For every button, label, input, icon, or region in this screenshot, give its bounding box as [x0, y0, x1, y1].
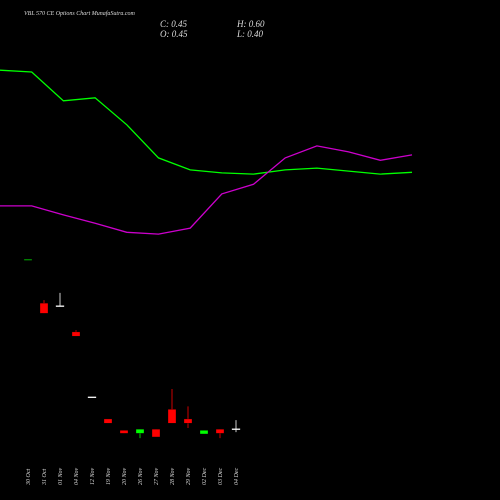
x-tick-label: 28 Nov: [170, 467, 176, 485]
ohlc-label: C: 0.45: [160, 19, 188, 29]
candle-body: [71, 331, 81, 337]
x-tick-label: 04 Nov: [73, 467, 80, 485]
indicator-line: [0, 69, 413, 175]
x-tick-label: 30 Oct: [26, 469, 32, 486]
ohlc-label: H: 0.60: [236, 19, 265, 29]
indicator-line: [0, 145, 413, 235]
candle-body: [183, 418, 193, 424]
candle-body: [87, 396, 97, 399]
candle-body: [199, 430, 209, 435]
candle-body: [135, 429, 145, 434]
x-tick-label: 02 Dec: [202, 468, 208, 485]
candle-body: [55, 305, 65, 307]
candle-body: [23, 259, 33, 261]
x-tick-label: 20 Nov: [122, 467, 128, 485]
candle-body: [39, 302, 49, 314]
candle-body: [151, 429, 161, 438]
x-tick-label: 27 Nov: [154, 467, 160, 485]
ohlc-label: L: 0.40: [236, 29, 264, 39]
x-tick-label: 19 Nov: [106, 467, 112, 485]
chart-title: VBL 570 CE Options Chart MunafaSutra.com: [24, 10, 136, 17]
x-tick-label: 31 Oct: [42, 469, 48, 486]
x-tick-label: 29 Nov: [186, 467, 192, 485]
candle-body: [103, 418, 113, 424]
x-tick-label: 01 Nov: [58, 467, 64, 485]
x-tick-label: 03 Dec: [218, 468, 224, 485]
candle-body: [167, 409, 177, 424]
x-tick-label: 12 Nov: [90, 467, 96, 485]
candle-body: [215, 429, 225, 434]
candle-body: [231, 428, 241, 430]
x-tick-label: 04 Dec: [233, 468, 240, 485]
candle-body: [119, 430, 129, 434]
ohlc-label: O: 0.45: [160, 29, 188, 39]
x-tick-label: 26 Nov: [138, 467, 144, 485]
